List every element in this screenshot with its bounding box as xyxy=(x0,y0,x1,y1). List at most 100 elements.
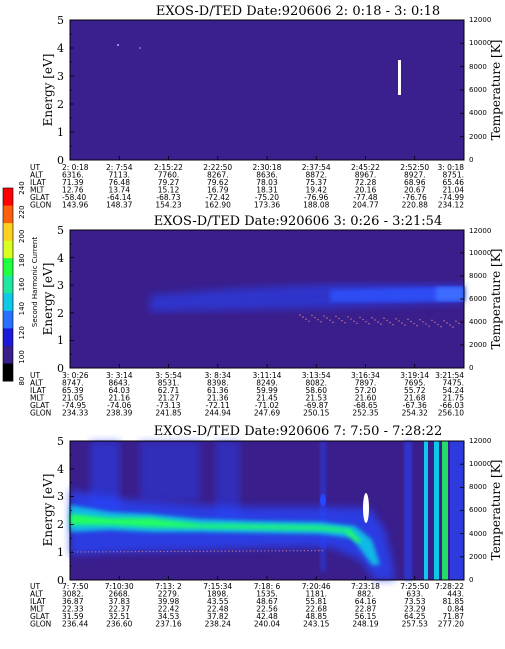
table-cell: 7:15:34 xyxy=(203,582,232,591)
panel-3-ylabel: Energy [eV] xyxy=(41,474,55,547)
temperature-dot xyxy=(458,322,460,325)
temperature-dot xyxy=(392,324,394,326)
table-cell: 15.12 xyxy=(158,186,180,195)
table-cell: 21.45 xyxy=(256,394,278,403)
temperature-dot xyxy=(195,550,197,552)
table-cell: 34.53 xyxy=(158,612,180,621)
panel-1-ytick-3: 3 xyxy=(57,70,64,83)
table-cell: 234.33 xyxy=(62,409,88,418)
panel-1-ytick-4: 4 xyxy=(57,42,64,55)
colorbar-swatch xyxy=(3,310,13,329)
table-cell: 37.83 xyxy=(109,597,131,606)
table-cell: 79.27 xyxy=(158,178,180,187)
panel-3-band-green xyxy=(70,514,362,542)
table-cell: -76.96 xyxy=(304,193,328,202)
table-cell: -76.76 xyxy=(403,193,427,202)
table-cell: 238.24 xyxy=(205,620,231,629)
panel-2: EXOS-D/TED Date:920606 3: 0:26 - 3:21:54… xyxy=(30,214,503,418)
temperature-dot xyxy=(452,326,454,328)
table-cell: -66.03 xyxy=(440,401,464,410)
panel-2-temperature-dots xyxy=(299,314,460,328)
row-label-alt: ALT xyxy=(30,171,43,180)
panel-2-title: EXOS-D/TED Date:920606 3: 0:26 - 3:21:54 xyxy=(154,214,442,229)
temperature-dot xyxy=(131,551,133,553)
panel-3-right-axis: 0 2000 4000 6000 8000 10000 12000 Temper… xyxy=(469,437,503,584)
panel-3: EXOS-D/TED Date:920606 7: 7:50 - 7:28:22… xyxy=(30,424,503,629)
table-cell: 22.42 xyxy=(158,605,180,614)
panel-1-y2label: Temperature [K] xyxy=(489,40,503,141)
table-cell: 71.87 xyxy=(443,612,465,621)
table-cell: 2: 0:18 xyxy=(62,163,89,172)
temperature-dot xyxy=(192,550,194,552)
table-cell: 243.15 xyxy=(303,620,329,629)
colorbar-swatch xyxy=(3,293,13,312)
temperature-dot xyxy=(156,550,158,553)
colorbar-gradient xyxy=(3,188,13,382)
panel-1-y2tick-2: 4000 xyxy=(469,109,487,117)
table-cell: 7:28:22 xyxy=(435,582,464,591)
panel-1-speck xyxy=(139,47,141,49)
panel-3-ytick-5: 5 xyxy=(57,435,64,448)
temperature-dot xyxy=(217,550,219,552)
table-cell: 7113. xyxy=(109,171,130,180)
table-cell: 55.81 xyxy=(306,597,328,606)
table-cell: -69.87 xyxy=(304,401,328,410)
table-cell: 148.37 xyxy=(106,201,132,210)
temperature-dot xyxy=(267,550,269,552)
temperature-dot xyxy=(113,551,115,553)
panel-3-y2tick-4: 8000 xyxy=(469,483,487,491)
panel-1-left-axis: 0 1 2 3 4 5 Energy [eV] xyxy=(41,14,64,167)
panel-2-ytick-2: 2 xyxy=(57,307,64,320)
table-cell: 7:18: 6 xyxy=(254,582,281,591)
temperature-dot xyxy=(311,314,313,317)
panel-3-temperature-dots xyxy=(73,550,323,553)
panel-3-ytick-2: 2 xyxy=(57,518,64,531)
temperature-dot xyxy=(188,550,190,552)
row-label-ilat: ILAT xyxy=(30,178,46,187)
table-cell: 61.36 xyxy=(207,386,229,395)
table-cell: 8082. xyxy=(306,379,327,388)
table-cell: 58.60 xyxy=(306,386,328,395)
table-cell: -64.14 xyxy=(107,193,131,202)
row-label-ut: UT xyxy=(30,371,40,380)
temperature-dot xyxy=(199,550,201,552)
table-cell: 36.87 xyxy=(62,597,84,606)
table-cell: 20.67 xyxy=(404,186,426,195)
table-cell: 443. xyxy=(447,590,464,599)
colorbar-tick-label: 220 xyxy=(18,205,26,218)
temperature-dot xyxy=(389,321,391,324)
table-cell: 55.72 xyxy=(404,386,426,395)
colorbar-swatch xyxy=(3,275,13,294)
row-label-glon: GLON xyxy=(30,620,51,629)
table-cell: 2:30:18 xyxy=(253,163,282,172)
table-cell: 21.75 xyxy=(443,394,465,403)
temperature-dot xyxy=(317,319,319,321)
panel-2-y2tick-6: 12000 xyxy=(469,227,491,235)
temperature-dot xyxy=(134,551,136,553)
temperature-dot xyxy=(253,550,255,552)
panel-1-ytick-2: 2 xyxy=(57,98,64,111)
temperature-dot xyxy=(87,551,89,553)
panel-2-ylabel: Energy [eV] xyxy=(41,263,55,336)
temperature-dot xyxy=(449,324,451,326)
panel-3-ytick-0: 0 xyxy=(57,574,64,587)
temperature-dot xyxy=(249,550,251,552)
colorbar-tick-label: 200 xyxy=(18,230,26,243)
table-cell: 20.16 xyxy=(355,186,377,195)
temperature-dot xyxy=(443,320,445,322)
temperature-dot xyxy=(206,550,208,552)
temperature-dot xyxy=(138,551,140,553)
temperature-dot xyxy=(344,322,346,324)
table-cell: 633. xyxy=(406,590,423,599)
panel-2-band-core xyxy=(330,287,464,302)
temperature-dot xyxy=(374,319,376,321)
table-cell: 7475. xyxy=(443,379,464,388)
panel-3-band-blue xyxy=(70,490,395,580)
temperature-dot xyxy=(359,316,361,319)
table-cell: 71.39 xyxy=(62,178,84,187)
colorbar-swatch xyxy=(3,345,13,364)
panel-1-right-axis: 0 2000 4000 6000 8000 10000 12000 Temper… xyxy=(469,16,503,164)
table-cell: 173.36 xyxy=(254,201,280,210)
